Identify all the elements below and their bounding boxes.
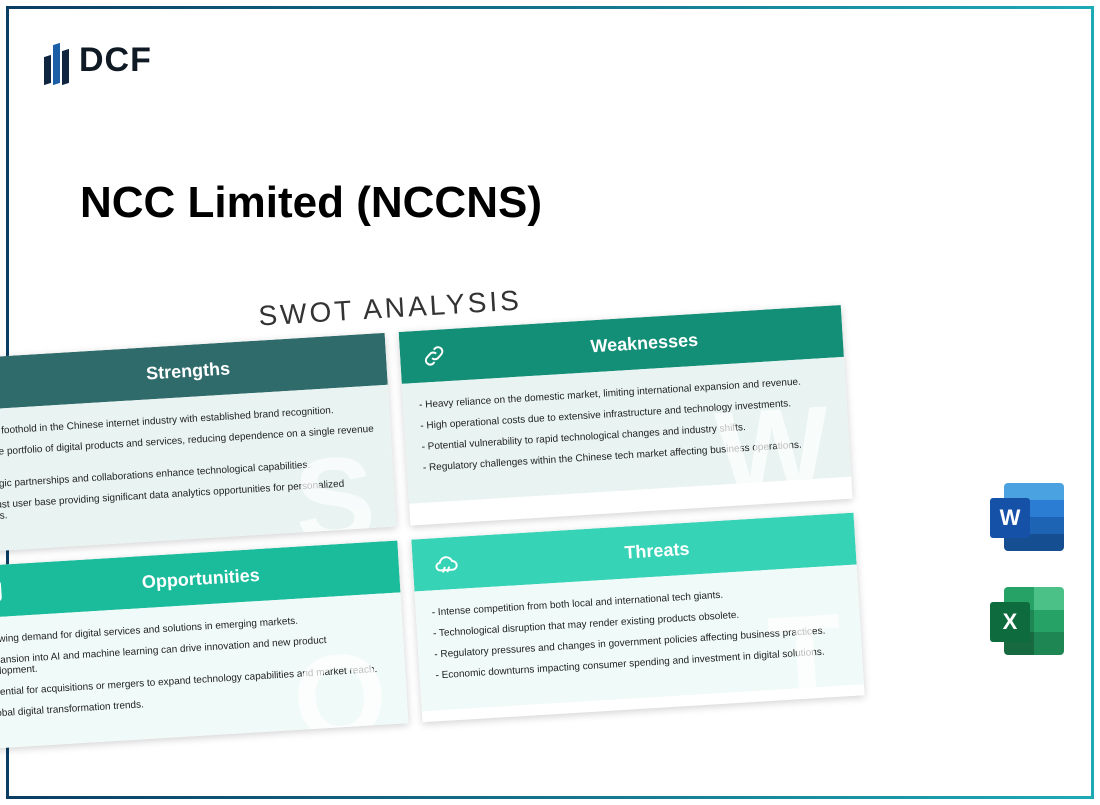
logo-text: DCF: [79, 41, 152, 80]
word-badge: W: [990, 498, 1030, 538]
threats-card: Threats T - Intense competition from bot…: [411, 513, 864, 723]
weaknesses-card: Weaknesses W - Heavy reliance on the dom…: [399, 305, 853, 526]
strengths-card: Strengths S - Strong foothold in the Chi…: [0, 333, 396, 554]
file-type-icons: W X: [990, 480, 1064, 658]
word-file-icon: W: [990, 480, 1064, 554]
opportunities-title: Opportunities: [20, 557, 382, 600]
excel-file-icon: X: [990, 584, 1064, 658]
brand-logo: DCF: [44, 36, 152, 84]
opportunities-card: Opportunities O - Growing demand for dig…: [0, 540, 408, 750]
link-icon: [417, 339, 451, 373]
threats-title: Threats: [476, 529, 838, 572]
strengths-title: Strengths: [7, 349, 369, 392]
chart-icon: [0, 574, 8, 608]
page-title: NCC Limited (NCCNS): [80, 178, 542, 228]
cloud-icon: [430, 547, 464, 581]
logo-bars-icon: [44, 36, 69, 84]
excel-badge: X: [990, 602, 1030, 642]
weaknesses-title: Weaknesses: [463, 322, 825, 365]
swot-panel: SWOT ANALYSIS Strengths S - Strong footh…: [0, 265, 865, 750]
